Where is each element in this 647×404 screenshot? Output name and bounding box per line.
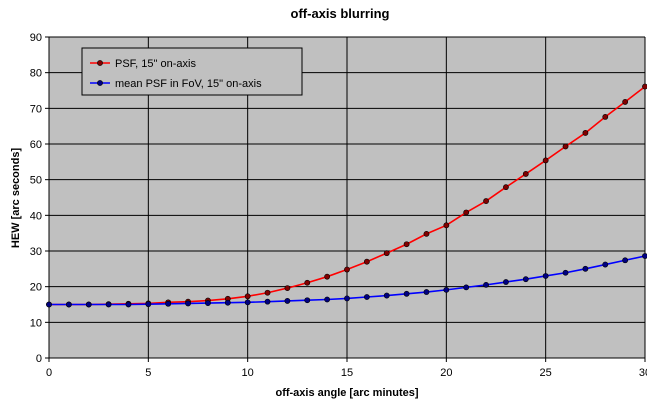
data-point — [324, 296, 331, 303]
y-tick-label: 80 — [30, 68, 42, 80]
chart-title: off-axis blurring — [291, 6, 390, 21]
data-point — [602, 113, 609, 120]
legend: PSF, 15" on-axis mean PSF in FoV, 15" on-… — [81, 47, 303, 96]
x-tick-label: 5 — [145, 367, 151, 379]
data-point — [244, 293, 251, 300]
data-point — [185, 300, 191, 307]
data-point — [542, 273, 549, 279]
data-point — [105, 301, 112, 308]
y-tick-label: 60 — [30, 139, 42, 151]
x-tick-label: 15 — [341, 367, 353, 379]
data-point — [205, 300, 211, 306]
data-point — [622, 257, 629, 264]
data-point — [522, 276, 529, 283]
data-point — [463, 284, 470, 291]
series-1 — [46, 253, 647, 308]
data-point — [503, 184, 509, 191]
data-point — [562, 269, 569, 276]
x-tick-label: 30 — [639, 367, 647, 379]
data-point — [264, 298, 271, 305]
x-tick-label: 20 — [440, 367, 452, 379]
data-point — [284, 298, 291, 304]
data-point — [165, 300, 172, 307]
data-point — [503, 279, 509, 285]
y-tick-label: 10 — [30, 317, 42, 329]
x-tick-label: 10 — [242, 367, 254, 379]
data-point — [542, 157, 549, 164]
legend-swatch-marker — [97, 80, 103, 86]
data-point — [443, 222, 450, 229]
data-point — [423, 230, 430, 237]
data-point — [602, 261, 609, 268]
data-point — [582, 265, 589, 272]
y-axis-label: HEW [arc seconds] — [10, 148, 22, 249]
data-point — [522, 171, 529, 177]
legend-swatch-marker — [97, 60, 103, 66]
data-point — [304, 297, 311, 304]
data-point — [622, 99, 629, 105]
data-point — [383, 250, 390, 257]
y-tick-label: 0 — [36, 353, 42, 365]
data-point — [344, 295, 350, 302]
data-point — [642, 83, 647, 90]
legend-label: PSF, 15" on-axis — [115, 58, 196, 70]
y-tick-label: 40 — [30, 210, 42, 222]
data-point — [65, 301, 72, 308]
data-point — [642, 253, 647, 259]
data-point — [145, 301, 152, 308]
data-point — [344, 266, 350, 273]
y-tick-label: 20 — [30, 282, 42, 294]
data-point — [403, 290, 410, 297]
x-axis-label: off-axis angle [arc minutes] — [275, 387, 418, 399]
data-point — [324, 273, 331, 280]
data-point — [423, 289, 430, 295]
series-layer — [46, 83, 647, 308]
data-point — [363, 258, 370, 265]
data-point — [244, 299, 251, 306]
data-point — [582, 130, 589, 136]
data-point — [85, 301, 92, 308]
y-ticks: 0 10 20 30 40 50 60 70 80 90 — [30, 32, 49, 365]
data-point — [125, 301, 132, 308]
data-point — [46, 301, 52, 308]
data-point — [403, 241, 410, 248]
data-point — [483, 198, 489, 204]
data-point — [443, 286, 450, 293]
y-tick-label: 50 — [30, 175, 42, 187]
data-point — [483, 281, 489, 288]
axes — [45, 37, 645, 362]
x-ticks: 0 5 10 15 20 25 30 — [46, 358, 647, 379]
x-tick-label: 0 — [46, 367, 52, 379]
y-tick-label: 90 — [30, 32, 42, 44]
legend-label: mean PSF in FoV, 15" on-axis — [115, 78, 262, 90]
y-tick-label: 70 — [30, 103, 42, 115]
data-point — [363, 294, 370, 300]
data-point — [284, 285, 291, 291]
data-point — [383, 292, 390, 299]
data-point — [304, 279, 311, 286]
data-point — [224, 299, 231, 306]
legend-box — [81, 47, 303, 96]
y-tick-label: 30 — [30, 246, 42, 258]
data-point — [264, 289, 271, 296]
x-tick-label: 25 — [540, 367, 552, 379]
data-point — [463, 209, 470, 216]
data-point — [562, 143, 569, 150]
